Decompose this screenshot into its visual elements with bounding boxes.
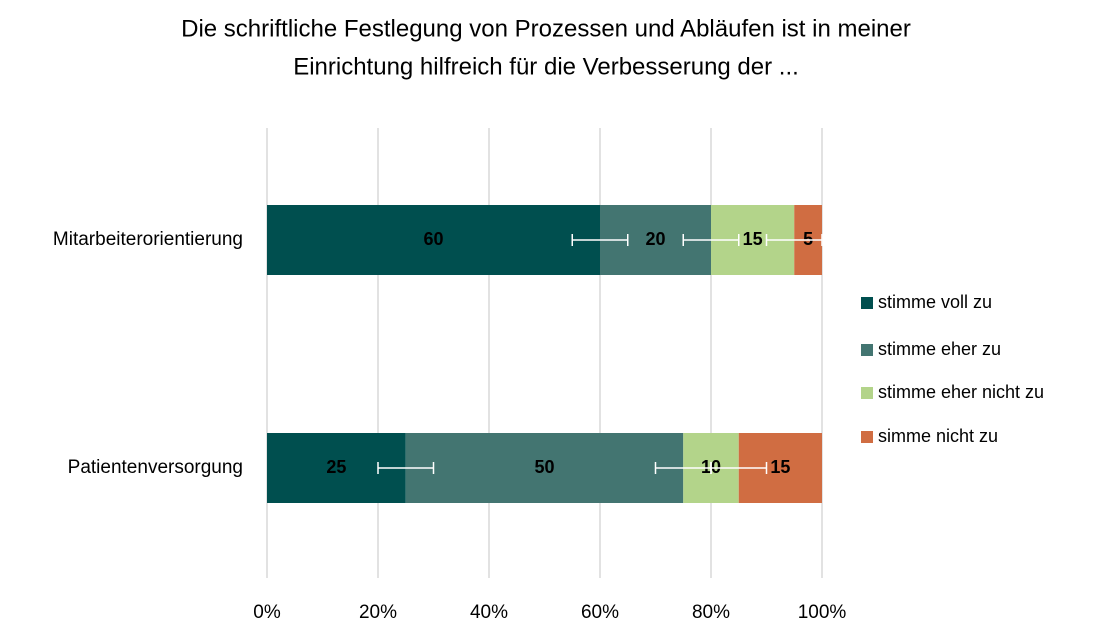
legend-label: stimme eher zu	[878, 339, 1001, 359]
data-label: 15	[743, 229, 763, 249]
x-tick-label: 80%	[692, 602, 730, 623]
legend-label: stimme voll zu	[878, 292, 992, 312]
data-label: 25	[326, 457, 346, 477]
error-bar	[710, 462, 768, 474]
chart-title: Einrichtung hilfreich für die Verbesseru…	[293, 53, 799, 80]
legend-label: simme nicht zu	[878, 426, 998, 446]
error-bar	[377, 462, 435, 474]
bar-segment	[405, 433, 684, 503]
error-bar	[682, 234, 740, 246]
data-label: 5	[803, 229, 813, 249]
legend-label: stimme eher nicht zu	[878, 382, 1044, 402]
error-bar	[765, 234, 823, 246]
category-label: Patientenversorgung	[68, 457, 243, 478]
data-label: 50	[534, 457, 554, 477]
data-label: 60	[423, 229, 443, 249]
chart-title: Die schriftliche Festlegung von Prozesse…	[181, 15, 911, 42]
error-bar	[571, 234, 629, 246]
bar-segment	[267, 205, 600, 275]
x-tick-label: 40%	[470, 602, 508, 623]
legend-swatch	[861, 387, 873, 399]
x-tick-label: 0%	[253, 602, 281, 623]
data-label: 20	[645, 229, 665, 249]
x-tick-label: 60%	[581, 602, 619, 623]
x-tick-label: 20%	[359, 602, 397, 623]
x-tick-label: 100%	[798, 602, 847, 623]
legend-swatch	[861, 297, 873, 309]
legend-swatch	[861, 431, 873, 443]
legend-swatch	[861, 344, 873, 356]
data-label: 15	[770, 457, 790, 477]
category-label: Mitarbeiterorientierung	[53, 229, 243, 250]
